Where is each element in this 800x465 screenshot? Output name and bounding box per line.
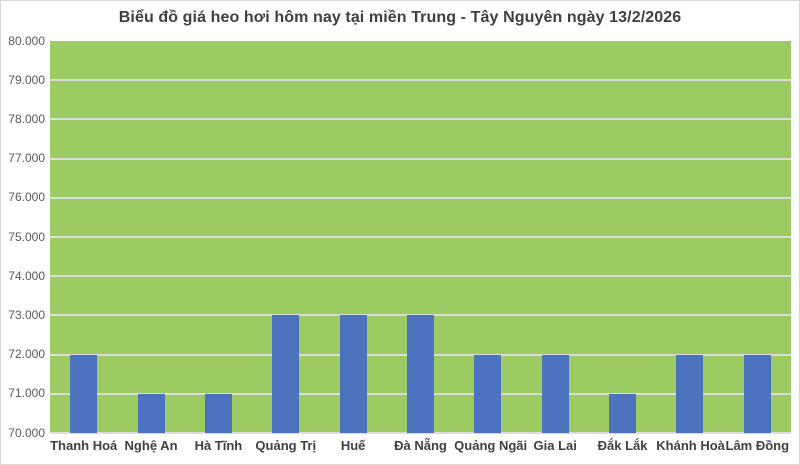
x-tick-label: Lâm Đồng xyxy=(725,438,790,453)
y-tick-label: 78.000 xyxy=(8,111,45,126)
bar xyxy=(676,354,704,433)
y-tick-label: 74.000 xyxy=(8,268,45,283)
bar xyxy=(541,354,569,433)
x-tick-label: Hà Tĩnh xyxy=(194,438,243,453)
bar xyxy=(609,393,637,433)
y-tick-label: 77.000 xyxy=(8,151,45,166)
chart-title: Biểu đồ giá heo hơi hôm nay tại miền Tru… xyxy=(118,9,682,26)
x-tick-label: Quảng Trị xyxy=(255,438,317,453)
x-tick-label: Huế xyxy=(340,438,366,453)
bar xyxy=(70,354,98,433)
bar xyxy=(339,315,367,433)
gridline xyxy=(50,275,791,278)
y-tick-label: 79.000 xyxy=(8,72,45,87)
gridline xyxy=(50,236,791,238)
x-axis-line xyxy=(50,432,791,434)
gridline xyxy=(50,314,791,317)
bar xyxy=(743,354,771,433)
x-tick-label: Đắk Lắk xyxy=(597,438,648,453)
bar xyxy=(407,315,434,433)
y-tick-label: 72.000 xyxy=(8,347,45,362)
gridline xyxy=(50,196,791,199)
y-tick-label: 70.000 xyxy=(8,425,45,440)
gridline xyxy=(50,157,791,160)
y-tick-label: 71.000 xyxy=(8,386,45,401)
gridline xyxy=(50,79,791,82)
x-tick-label: Gia Lai xyxy=(533,438,577,453)
gridline xyxy=(50,118,791,121)
y-tick-label: 80.000 xyxy=(8,33,45,48)
x-tick-label: Nghệ An xyxy=(124,438,178,453)
y-axis: 80.000 79.000 78.000 77.000 76.000 75.000 74.0… xyxy=(1,1,45,464)
bar xyxy=(272,315,300,433)
y-tick-label: 75.000 xyxy=(8,229,45,244)
y-tick-label: 73.000 xyxy=(8,307,45,322)
x-tick-label: Quảng Ngãi xyxy=(454,438,528,453)
x-tick-label: Đà Nẵng xyxy=(394,438,447,453)
x-tick-label: Thanh Hoá xyxy=(50,438,118,453)
bar xyxy=(474,354,502,433)
x-axis: Thanh Hoá Nghệ An Hà Tĩnh Quảng Trị Huế Đà Nẵ… xyxy=(50,438,791,460)
bar xyxy=(204,393,232,433)
x-tick-label: Khánh Hoà xyxy=(656,438,725,453)
plot-area xyxy=(50,41,791,434)
bar xyxy=(137,393,165,433)
y-tick-label: 76.000 xyxy=(8,190,45,205)
